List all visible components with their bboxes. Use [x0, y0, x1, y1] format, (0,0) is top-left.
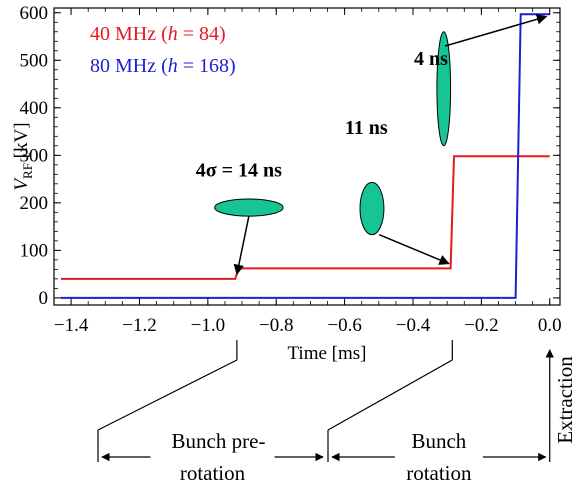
bunch-arrow	[444, 14, 548, 47]
bunch-ellipse	[214, 198, 284, 217]
y-tick-label: 500	[20, 50, 49, 71]
y-tick-label: 600	[20, 3, 49, 24]
phase-label-bg	[394, 425, 483, 485]
series-line-80mhz	[60, 13, 550, 299]
bunch-ellipse	[436, 31, 452, 147]
phase-label-extraction: Extraction	[553, 356, 576, 444]
x-tick-label: −0.4	[396, 315, 431, 336]
phase-label-bg	[150, 425, 275, 485]
phase-label-rotation-2: rotation	[406, 461, 472, 485]
y-tick-label: 100	[20, 240, 49, 261]
y-tick-label: 0	[39, 288, 49, 309]
y-tick-label: 200	[20, 193, 49, 214]
y-axis-label: VRF [kV]	[11, 122, 35, 190]
bunch-length-label: 11 ns	[345, 117, 388, 139]
phase-label-rotation: Bunch	[411, 429, 466, 453]
y-tick-label: 300	[20, 145, 49, 166]
phase-connector	[327, 359, 453, 431]
legend-entry: 80 MHz (h = 168)	[90, 55, 236, 77]
plot-frame	[53, 7, 561, 306]
phase-label-prerotation: Bunch pre-	[172, 429, 266, 453]
x-tick-label: −1.2	[122, 315, 156, 336]
x-axis-label: Time [ms]	[287, 343, 366, 364]
bunch-length-label: 4σ = 14 ns	[196, 160, 282, 182]
x-tick-label: 0.0	[538, 315, 562, 336]
bunch-arrow	[233, 215, 250, 276]
phase-label-prerotation-2: rotation	[180, 461, 246, 485]
x-tick-label: −0.8	[259, 315, 293, 336]
x-tick-label: −1.0	[191, 315, 225, 336]
phase-connector	[97, 359, 238, 431]
series-line-40mhz	[60, 155, 550, 280]
x-tick-label: −0.6	[327, 315, 361, 336]
x-tick-label: −0.2	[464, 315, 498, 336]
x-tick-label: −1.4	[54, 315, 89, 336]
y-tick-label: 400	[20, 98, 49, 119]
bunch-ellipse	[359, 181, 385, 236]
legend-entry: 40 MHz (h = 84)	[90, 23, 226, 45]
bunch-arrow	[378, 233, 450, 265]
bunch-length-label: 4 ns	[414, 48, 448, 70]
